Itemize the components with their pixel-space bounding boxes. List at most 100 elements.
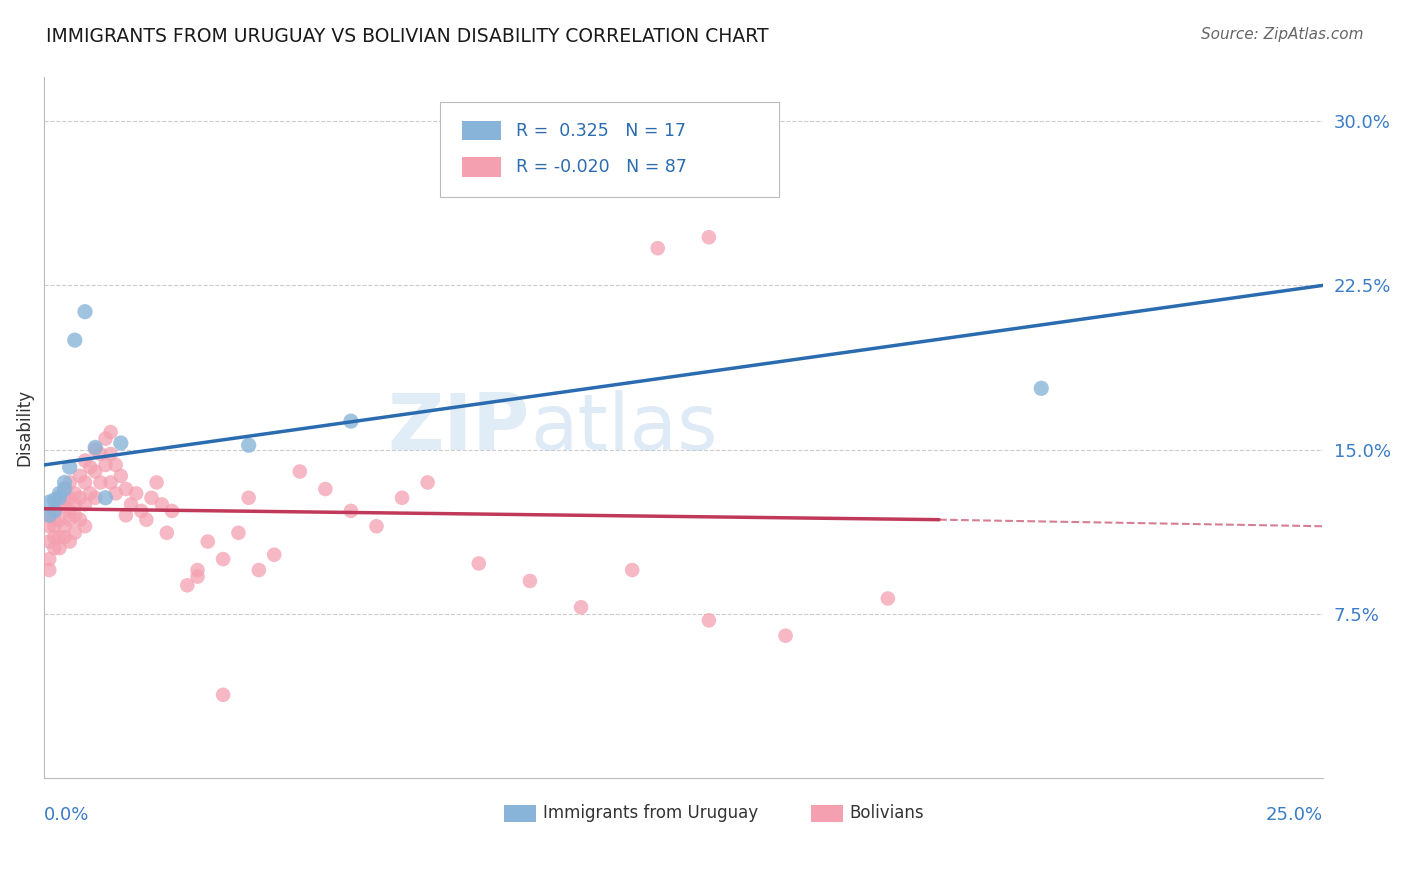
- Point: [247, 563, 270, 577]
- Point: [104, 458, 127, 472]
- Point: [44, 541, 66, 555]
- Point: [53, 500, 76, 514]
- Point: [84, 491, 107, 505]
- Point: [73, 497, 96, 511]
- Point: [160, 504, 183, 518]
- Point: [569, 600, 592, 615]
- Point: [48, 513, 70, 527]
- Point: [38, 495, 60, 509]
- Text: atlas: atlas: [530, 390, 717, 466]
- FancyBboxPatch shape: [440, 102, 779, 196]
- Point: [73, 453, 96, 467]
- Point: [156, 525, 179, 540]
- Point: [63, 486, 86, 500]
- Bar: [505, 805, 536, 822]
- Point: [647, 241, 669, 255]
- Point: [53, 530, 76, 544]
- Point: [79, 486, 101, 500]
- Point: [238, 491, 260, 505]
- Point: [89, 475, 111, 490]
- Point: [48, 497, 70, 511]
- Point: [775, 629, 797, 643]
- Point: [621, 563, 644, 577]
- Point: [48, 491, 70, 505]
- Text: 0.0%: 0.0%: [44, 806, 90, 824]
- Text: Source: ZipAtlas.com: Source: ZipAtlas.com: [1201, 27, 1364, 42]
- Point: [212, 688, 235, 702]
- Point: [228, 525, 250, 540]
- Point: [519, 574, 541, 588]
- Point: [876, 591, 898, 606]
- Point: [366, 519, 388, 533]
- Point: [38, 552, 60, 566]
- Point: [48, 530, 70, 544]
- Point: [314, 482, 336, 496]
- Point: [44, 519, 66, 533]
- Point: [100, 425, 122, 439]
- Point: [94, 458, 117, 472]
- Point: [59, 534, 82, 549]
- Point: [53, 491, 76, 505]
- Point: [468, 557, 491, 571]
- Point: [141, 491, 163, 505]
- Point: [110, 469, 132, 483]
- Bar: [463, 157, 501, 177]
- Point: [104, 486, 127, 500]
- Point: [115, 508, 138, 523]
- Point: [135, 513, 157, 527]
- Point: [38, 563, 60, 577]
- Text: ZIP: ZIP: [388, 390, 530, 466]
- Point: [44, 513, 66, 527]
- Point: [288, 465, 311, 479]
- Point: [391, 491, 413, 505]
- Point: [59, 504, 82, 518]
- Point: [115, 482, 138, 496]
- Point: [238, 438, 260, 452]
- Y-axis label: Disability: Disability: [15, 389, 32, 467]
- Point: [416, 475, 439, 490]
- Point: [63, 333, 86, 347]
- Point: [59, 491, 82, 505]
- Point: [340, 414, 363, 428]
- Point: [59, 513, 82, 527]
- Point: [89, 447, 111, 461]
- Point: [38, 534, 60, 549]
- Point: [53, 482, 76, 496]
- Point: [44, 504, 66, 518]
- Point: [73, 519, 96, 533]
- Point: [176, 578, 198, 592]
- Point: [48, 486, 70, 500]
- Point: [38, 508, 60, 523]
- Point: [120, 497, 142, 511]
- Point: [59, 475, 82, 490]
- Point: [73, 475, 96, 490]
- Point: [38, 519, 60, 533]
- Point: [84, 442, 107, 457]
- Text: IMMIGRANTS FROM URUGUAY VS BOLIVIAN DISABILITY CORRELATION CHART: IMMIGRANTS FROM URUGUAY VS BOLIVIAN DISA…: [46, 27, 769, 45]
- Point: [697, 230, 720, 244]
- Point: [100, 475, 122, 490]
- Point: [48, 541, 70, 555]
- Point: [697, 613, 720, 627]
- Point: [63, 525, 86, 540]
- Point: [263, 548, 285, 562]
- Point: [44, 530, 66, 544]
- Point: [79, 460, 101, 475]
- Point: [94, 432, 117, 446]
- Bar: [811, 805, 844, 822]
- Text: R = -0.020   N = 87: R = -0.020 N = 87: [516, 158, 686, 176]
- Text: Bolivians: Bolivians: [849, 804, 924, 822]
- Text: 25.0%: 25.0%: [1265, 806, 1323, 824]
- Point: [145, 475, 167, 490]
- Point: [63, 508, 86, 523]
- Point: [84, 465, 107, 479]
- Text: R =  0.325   N = 17: R = 0.325 N = 17: [516, 121, 686, 140]
- Point: [84, 441, 107, 455]
- Bar: [463, 121, 501, 141]
- Point: [63, 497, 86, 511]
- Point: [340, 504, 363, 518]
- Point: [1031, 381, 1053, 395]
- Point: [197, 534, 219, 549]
- Point: [125, 486, 148, 500]
- Point: [100, 447, 122, 461]
